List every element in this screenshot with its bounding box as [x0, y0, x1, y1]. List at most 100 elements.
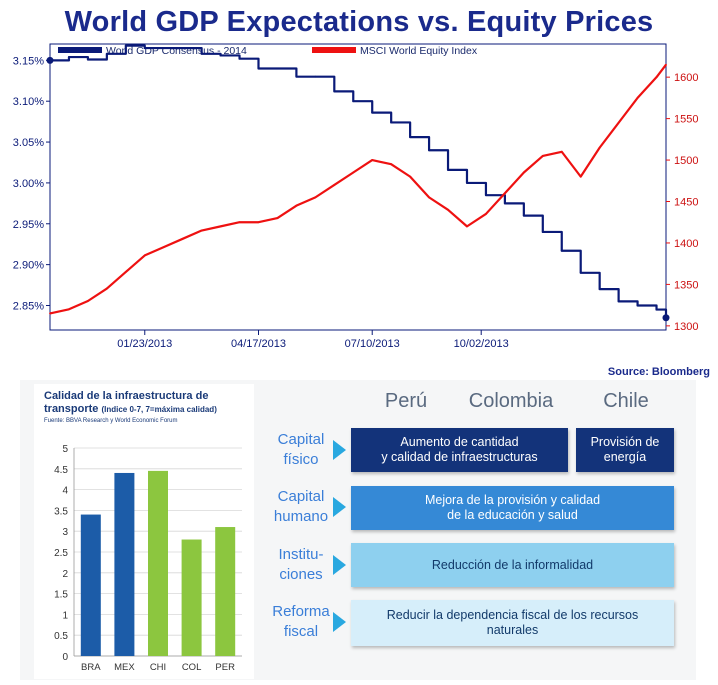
- series-point: [447, 208, 449, 211]
- series-point: [219, 54, 222, 57]
- y-left-tick-label: 2.85%: [13, 300, 44, 312]
- y-left-tick-label: 3.15%: [13, 55, 44, 67]
- bar-mex: [114, 472, 135, 656]
- series-point: [314, 196, 317, 199]
- series-point: [238, 221, 241, 224]
- legend-swatch: [312, 47, 356, 53]
- series-point: [409, 175, 412, 178]
- y-left-tick-label: 2.95%: [13, 219, 44, 231]
- series-point: [485, 213, 487, 215]
- series-point: [181, 47, 184, 49]
- y-tick-label: 4: [62, 486, 68, 497]
- y-tick-label: 5: [62, 444, 68, 455]
- series-point: [124, 271, 127, 273]
- y-tick-label: 3.5: [54, 506, 68, 517]
- x-tick-label: CHI: [150, 662, 166, 673]
- series-point: [257, 221, 260, 224]
- x-tick-label: PER: [215, 662, 235, 673]
- column-chile: Chile: [603, 390, 649, 412]
- source-note: Source: Bloomberg: [607, 366, 710, 378]
- series-point: [219, 225, 222, 228]
- infra-chart-title: Calidad de la infraestructura de transpo…: [44, 390, 254, 416]
- y-tick-label: 2.5: [54, 548, 68, 559]
- series-point: [466, 182, 468, 184]
- series-point: [352, 171, 355, 174]
- series-point: [617, 300, 620, 303]
- y-tick-label: 1: [62, 610, 68, 621]
- series-point: [49, 312, 51, 315]
- y-tick-label: 0.5: [54, 631, 68, 642]
- y-left-tick-label: 2.90%: [13, 260, 44, 272]
- column-colombia: Colombia: [468, 390, 554, 412]
- bar-chi: [148, 470, 168, 656]
- column-peru: Perú: [384, 390, 428, 412]
- series-point: [295, 204, 298, 207]
- series-point: [485, 194, 487, 197]
- y-right-tick-label: 1350: [674, 279, 698, 291]
- box-educacion-salud: Mejora de la provisión y calidad de la ed…: [351, 486, 674, 530]
- series-start-marker: [46, 56, 54, 64]
- series-point: [579, 271, 582, 274]
- y-left-tick-label: 3.10%: [13, 96, 44, 108]
- series-point: [352, 100, 355, 103]
- series-point: [522, 171, 525, 174]
- bar-col: [181, 539, 202, 656]
- series-point: [503, 202, 506, 205]
- x-tick-label: BRA: [81, 662, 101, 673]
- series-point: [522, 214, 525, 217]
- series-point: [428, 149, 430, 152]
- y-left-tick-label: 3.00%: [13, 178, 44, 190]
- series-point: [617, 121, 620, 124]
- box-dependencia-fiscal: Reducir la dependencia fiscal de los rec…: [351, 600, 674, 646]
- series-point: [143, 47, 146, 49]
- legend-label: MSCI World Equity Index: [360, 45, 478, 57]
- y-right-tick-label: 1600: [674, 72, 698, 84]
- series-point: [295, 75, 298, 78]
- series-point: [200, 52, 203, 55]
- series-point: [87, 300, 89, 302]
- series-point: [68, 56, 70, 58]
- box-energia: Provisión de energía: [576, 428, 674, 472]
- series-point: [560, 150, 563, 153]
- x-tick-label: COL: [182, 662, 202, 673]
- row-label-instituciones: Institu-ciones: [278, 546, 324, 583]
- x-tick-label: 07/10/2013: [345, 338, 400, 350]
- series-point: [655, 76, 658, 79]
- series-point: [636, 96, 639, 99]
- series-point: [276, 217, 279, 219]
- bar-per: [215, 527, 236, 656]
- series-end-marker: [662, 314, 670, 322]
- series-point: [181, 237, 184, 240]
- series-point: [636, 304, 639, 307]
- page-title: World GDP Expectations vs. Equity Prices: [64, 6, 654, 38]
- series-point: [314, 75, 317, 78]
- series-point: [503, 192, 506, 195]
- x-tick-label: 01/23/2013: [117, 338, 172, 350]
- series-point: [87, 58, 89, 61]
- series-point: [371, 111, 374, 114]
- series-point: [200, 229, 203, 232]
- series-point: [655, 308, 658, 311]
- infra-subtitle: (Indice 0-7, 7=máxima calidad): [101, 405, 217, 414]
- arrow-icon: [333, 440, 346, 460]
- y-tick-label: 4.5: [54, 465, 68, 476]
- row-label-capital-humano: Capital humano: [273, 488, 329, 525]
- series-point: [333, 184, 336, 186]
- y-tick-label: 0: [62, 652, 68, 663]
- series-point: [541, 231, 544, 233]
- series-point: [390, 163, 393, 166]
- row-label-capital-fisico: Capital físico: [277, 431, 325, 468]
- series-point: [598, 288, 601, 291]
- series-point: [665, 63, 667, 66]
- legend-swatch: [58, 47, 102, 53]
- series-point: [257, 67, 260, 70]
- y-tick-label: 3: [62, 527, 68, 538]
- series-point: [579, 175, 582, 178]
- series-point: [560, 249, 563, 252]
- series-point: [276, 67, 279, 70]
- gdp-equity-chart: World GDP Consensus - 2014 MSCI World Equ…: [13, 43, 698, 350]
- x-tick-label: 10/02/2013: [454, 338, 509, 350]
- y-tick-label: 2: [62, 569, 68, 580]
- x-tick-label: 04/17/2013: [231, 338, 286, 350]
- series-line: [49, 64, 667, 315]
